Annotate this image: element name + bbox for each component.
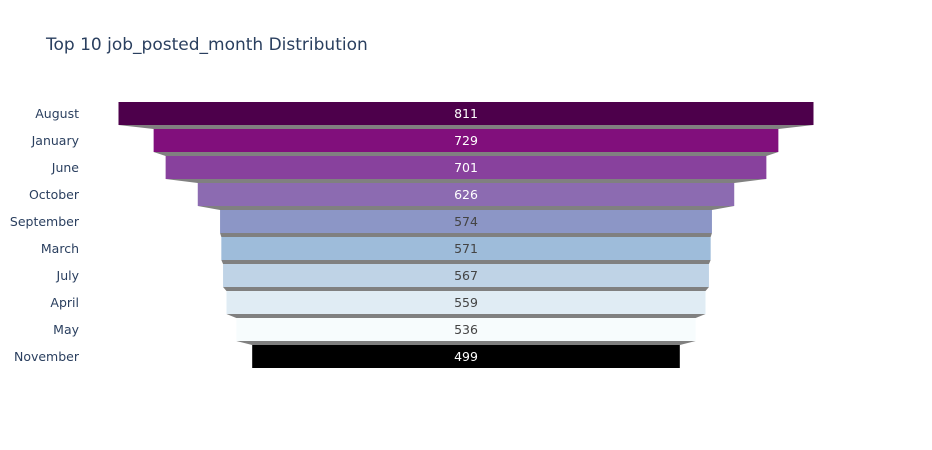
- value-label-june: 701: [454, 160, 478, 175]
- category-labels: August January June October September March Ju…: [10, 106, 80, 364]
- category-label-january: January: [31, 133, 80, 148]
- funnel-bar-september[interactable]: [220, 210, 712, 233]
- value-label-march: 571: [454, 241, 478, 256]
- value-labels: 811 729 701 626 574 571 567 559 536 499: [454, 106, 478, 364]
- funnel-connector-may-november: [236, 341, 696, 345]
- category-label-august: August: [35, 106, 79, 121]
- category-label-may: May: [53, 322, 79, 337]
- funnel-connector-july-april: [223, 287, 709, 291]
- category-label-november: November: [14, 349, 80, 364]
- funnel-bar-august[interactable]: [118, 102, 814, 125]
- funnel-bar-july[interactable]: [223, 264, 709, 287]
- funnel-connector-january-june: [153, 152, 779, 156]
- category-label-september: September: [10, 214, 80, 229]
- category-label-october: October: [29, 187, 80, 202]
- funnel-connector-march-july: [221, 260, 711, 264]
- funnel-connector-september-march: [220, 233, 712, 237]
- funnel-connectors: [118, 125, 814, 345]
- funnel-bar-october[interactable]: [197, 183, 735, 206]
- value-label-november: 499: [454, 349, 478, 364]
- value-label-may: 536: [454, 322, 478, 337]
- category-label-july: July: [56, 268, 80, 283]
- funnel-bar-march[interactable]: [221, 237, 711, 260]
- funnel-bar-april[interactable]: [226, 291, 706, 314]
- value-label-october: 626: [454, 187, 478, 202]
- funnel-bar-january[interactable]: [153, 129, 779, 152]
- funnel-bar-may[interactable]: [236, 318, 696, 341]
- value-label-april: 559: [454, 295, 478, 310]
- value-label-august: 811: [454, 106, 478, 121]
- funnel-connector-june-october: [165, 179, 767, 183]
- category-label-june: June: [51, 160, 80, 175]
- funnel-bars: [118, 102, 814, 368]
- category-label-march: March: [41, 241, 79, 256]
- value-label-september: 574: [454, 214, 478, 229]
- funnel-bar-november[interactable]: [252, 345, 680, 368]
- value-label-july: 567: [454, 268, 478, 283]
- category-label-april: April: [50, 295, 79, 310]
- value-label-january: 729: [454, 133, 478, 148]
- chart-title: Top 10 job_posted_month Distribution: [45, 35, 368, 55]
- funnel-connector-october-september: [197, 206, 735, 210]
- funnel-connector-august-january: [118, 125, 814, 129]
- funnel-bar-june[interactable]: [165, 156, 767, 179]
- funnel-connector-april-may: [226, 314, 706, 318]
